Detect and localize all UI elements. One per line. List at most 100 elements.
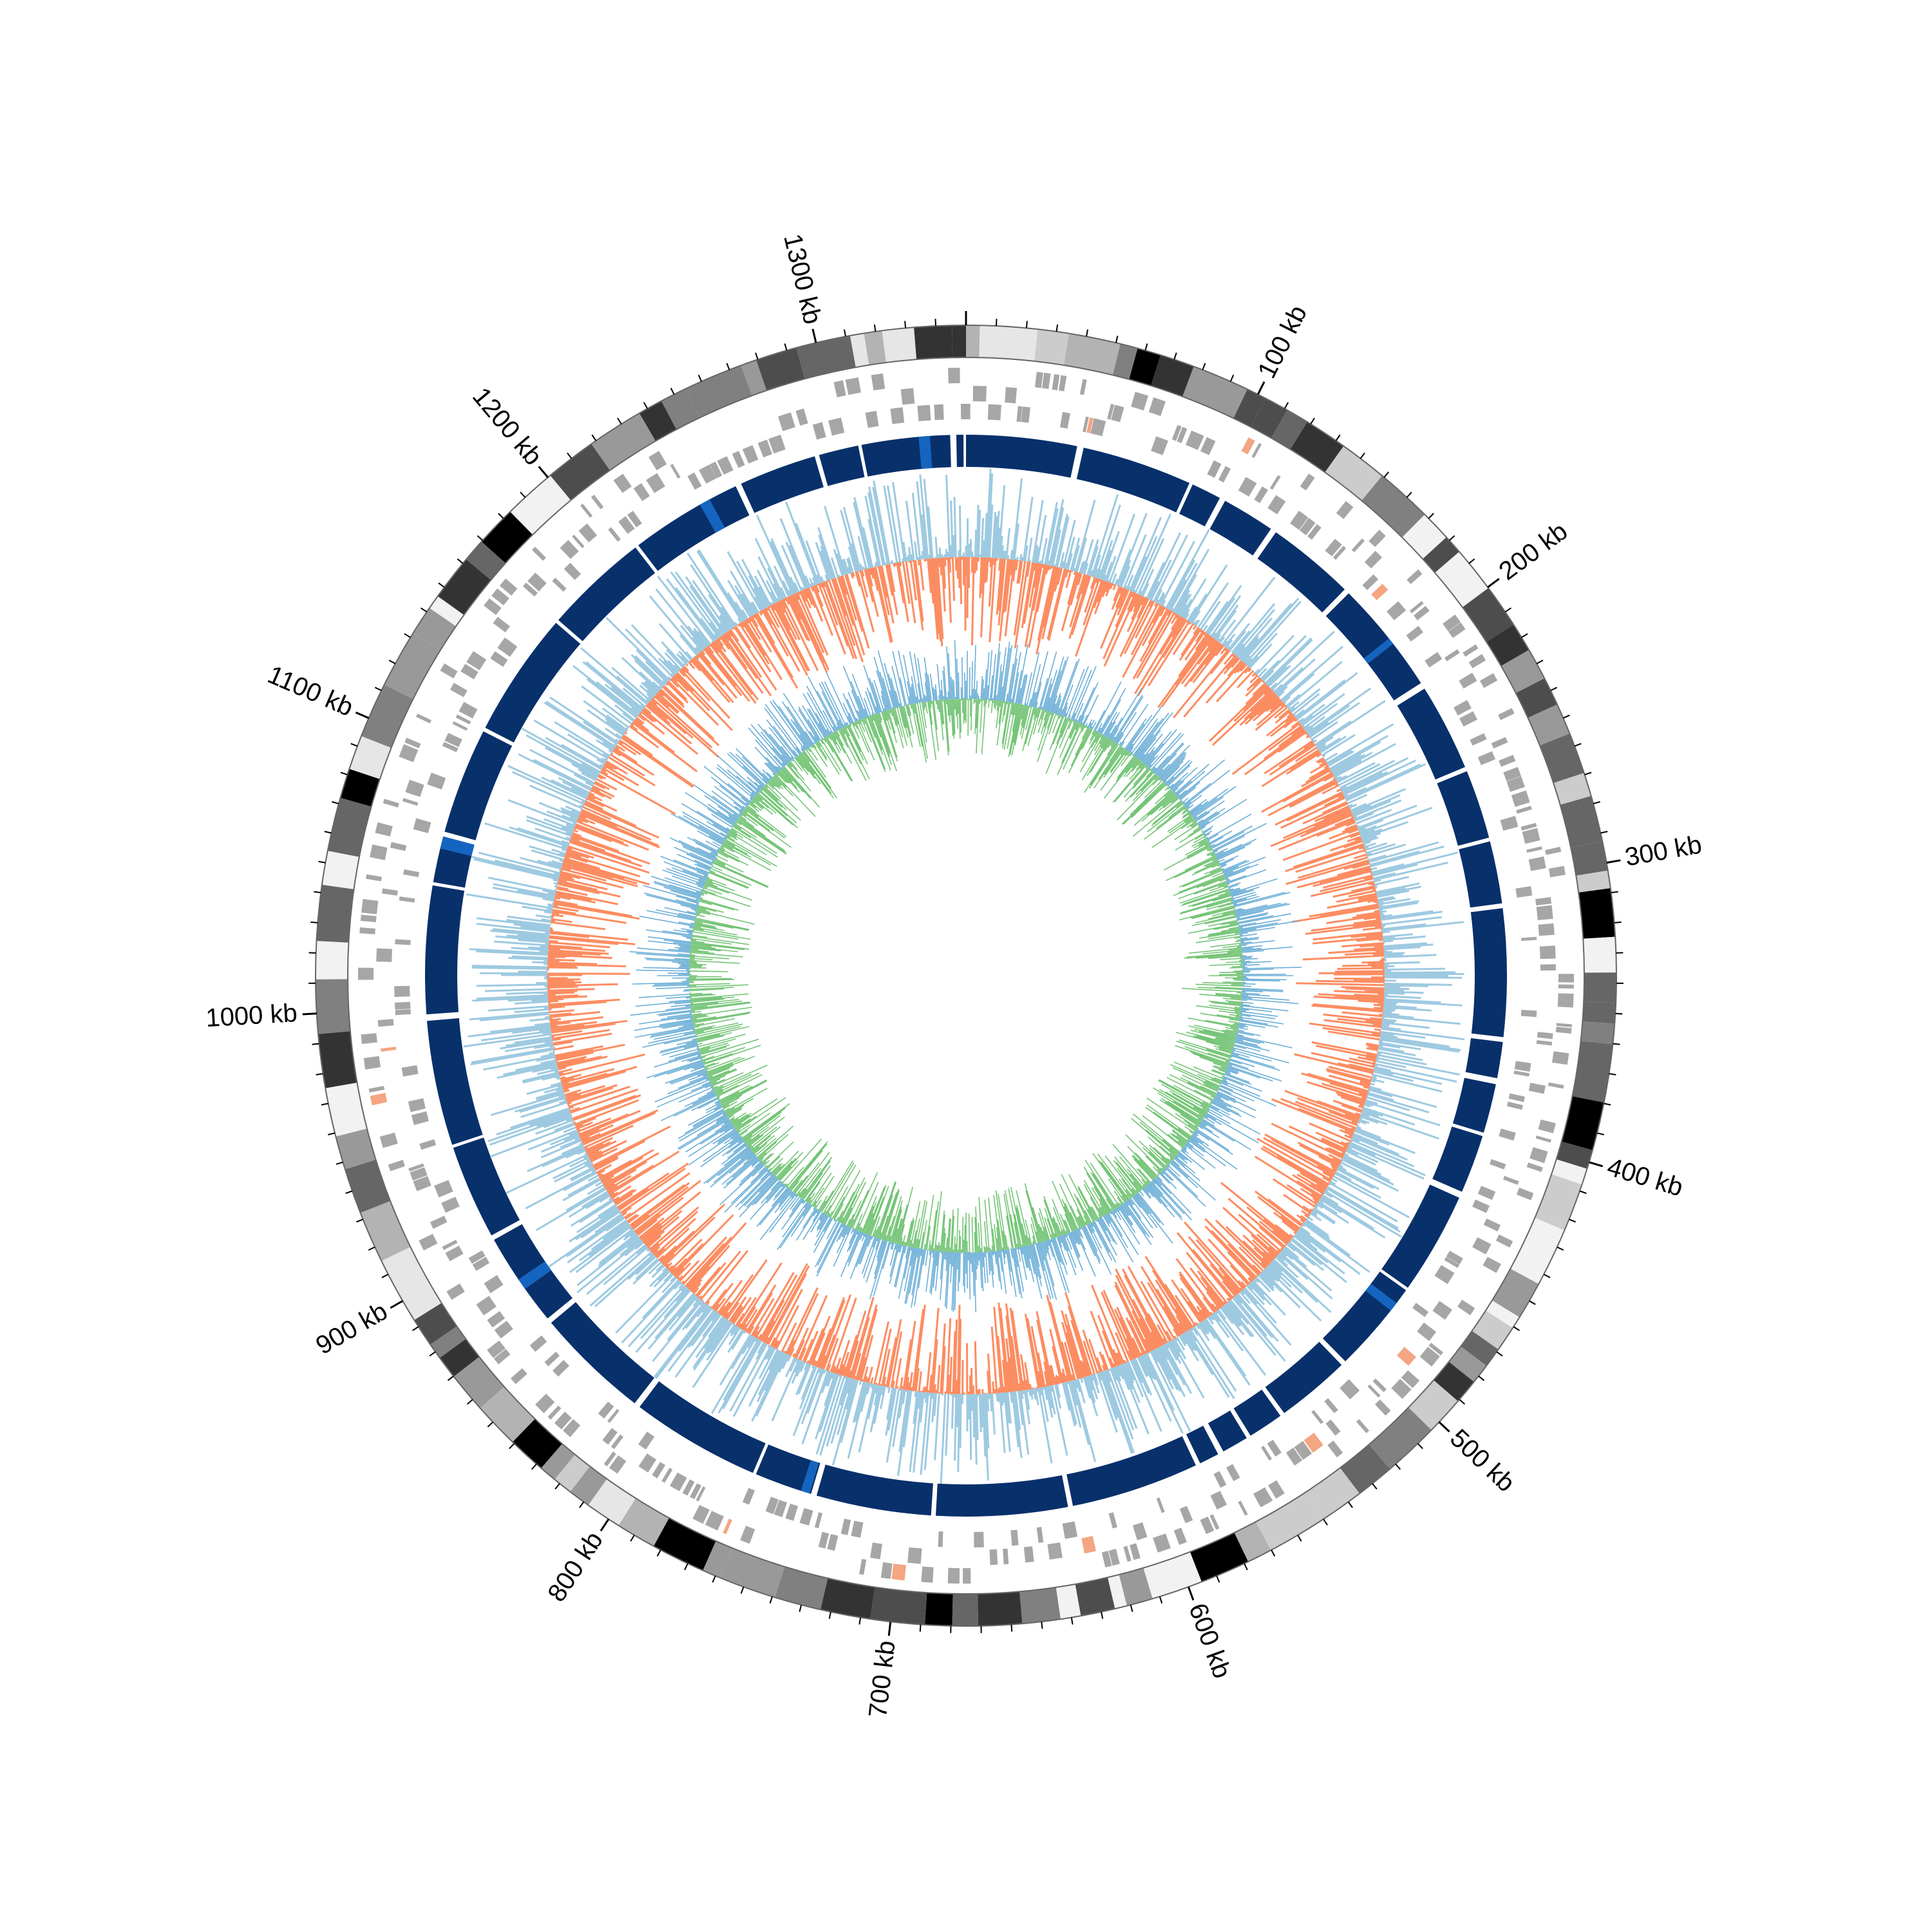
minor-tick [477, 535, 484, 541]
gene-feature [360, 914, 377, 922]
gene-feature [494, 1320, 513, 1339]
gene-feature [1364, 551, 1383, 569]
gene-feature [1311, 1410, 1324, 1425]
gene-feature [1148, 397, 1166, 417]
gene-feature [564, 562, 582, 580]
gene-feature [891, 1564, 906, 1581]
gene-feature [880, 1562, 893, 1579]
tick-label: 1200 kb [467, 383, 547, 471]
gene-feature [1300, 473, 1315, 491]
gene-feature [1023, 1546, 1034, 1563]
minor-tick [828, 1611, 831, 1619]
gene-feature [859, 1558, 867, 1575]
ideogram-band [453, 1356, 504, 1408]
gene-feature [1010, 1530, 1019, 1546]
minor-tick [697, 374, 703, 382]
gene-feature [1307, 524, 1321, 540]
minor-tick [934, 319, 937, 327]
major-tick [390, 1300, 404, 1309]
gene-feature [1269, 475, 1281, 490]
minor-tick [919, 1624, 922, 1632]
contig-segment [1208, 1410, 1247, 1452]
minor-tick [1459, 1399, 1466, 1405]
minor-tick [1574, 743, 1582, 747]
gc-content-inner [688, 698, 1244, 1253]
gene-feature [1499, 755, 1516, 767]
minor-tick [1448, 535, 1455, 541]
contig-highlight [518, 1261, 551, 1289]
ideogram-band [384, 633, 440, 699]
gene-feature [1132, 1522, 1148, 1540]
gene-feature-track [357, 368, 1575, 1584]
gene-feature [692, 1504, 710, 1524]
gene-feature [1468, 654, 1486, 668]
contig-highlight [699, 499, 725, 533]
ideogram-band [316, 979, 350, 1034]
minor-tick [858, 1617, 862, 1625]
minor-tick [554, 1482, 560, 1490]
minor-tick [447, 1376, 454, 1381]
gene-feature [361, 899, 379, 914]
gc-skew-positive [463, 468, 1465, 1484]
gene-feature [1351, 538, 1365, 553]
gene-feature [1332, 545, 1347, 560]
gene-feature [468, 1250, 486, 1264]
gene-feature [1520, 822, 1537, 831]
minor-tick [1229, 374, 1235, 382]
major-tick [1487, 578, 1500, 589]
gene-feature [608, 527, 621, 542]
gene-feature [609, 1455, 627, 1474]
gene-feature [1557, 993, 1574, 1008]
gene-feature [455, 714, 471, 724]
gene-feature [497, 637, 518, 657]
gene-feature [938, 1531, 943, 1548]
minor-tick [1521, 633, 1528, 638]
major-tick [1256, 381, 1265, 395]
gene-feature [1489, 1159, 1506, 1170]
minor-tick [420, 607, 428, 613]
minor-tick [684, 1563, 688, 1571]
gene-feature [441, 1197, 460, 1213]
gene-feature [1443, 614, 1461, 632]
gene-feature [1530, 1147, 1548, 1164]
contig-segment [1397, 688, 1466, 780]
gene-feature [450, 683, 468, 697]
gene-feature [1545, 846, 1562, 855]
ideogram-band [1486, 1300, 1520, 1329]
ideogram-band [849, 333, 869, 368]
minor-tick [1536, 659, 1544, 665]
gene-feature [638, 1453, 657, 1473]
ideogram-band [952, 325, 966, 358]
gene-feature [1495, 1234, 1513, 1248]
gene-feature [1526, 1162, 1543, 1172]
gene-feature [827, 1533, 838, 1551]
gene-feature [851, 1520, 864, 1538]
ideogram-band [318, 1031, 357, 1088]
gene-feature [1499, 1128, 1516, 1141]
tick-label: 800 kb [542, 1526, 609, 1607]
gene-feature [1367, 1384, 1381, 1398]
gene-feature [361, 1033, 377, 1045]
gene-feature [370, 1093, 388, 1106]
minor-tick [368, 1246, 375, 1251]
gene-feature [1503, 1175, 1519, 1185]
gene-feature [1413, 605, 1430, 621]
minor-tick [1604, 1103, 1611, 1106]
gene-feature [757, 439, 773, 458]
gene-feature [917, 404, 931, 422]
gene-feature [1528, 856, 1546, 871]
gene-feature [1016, 406, 1023, 422]
gene-feature [522, 582, 538, 597]
ideogram-band [719, 1548, 785, 1598]
ideogram-band [340, 768, 380, 807]
minor-tick [1372, 1482, 1378, 1490]
minor-tick [438, 582, 445, 588]
ideogram-band [481, 511, 533, 564]
ideogram-band [775, 1566, 828, 1610]
ideogram-band [1571, 841, 1608, 876]
gene-feature [415, 714, 431, 724]
gene-feature [717, 456, 734, 475]
minor-tick [1504, 607, 1512, 613]
gene-feature [532, 547, 546, 561]
gene-feature [1409, 601, 1424, 614]
